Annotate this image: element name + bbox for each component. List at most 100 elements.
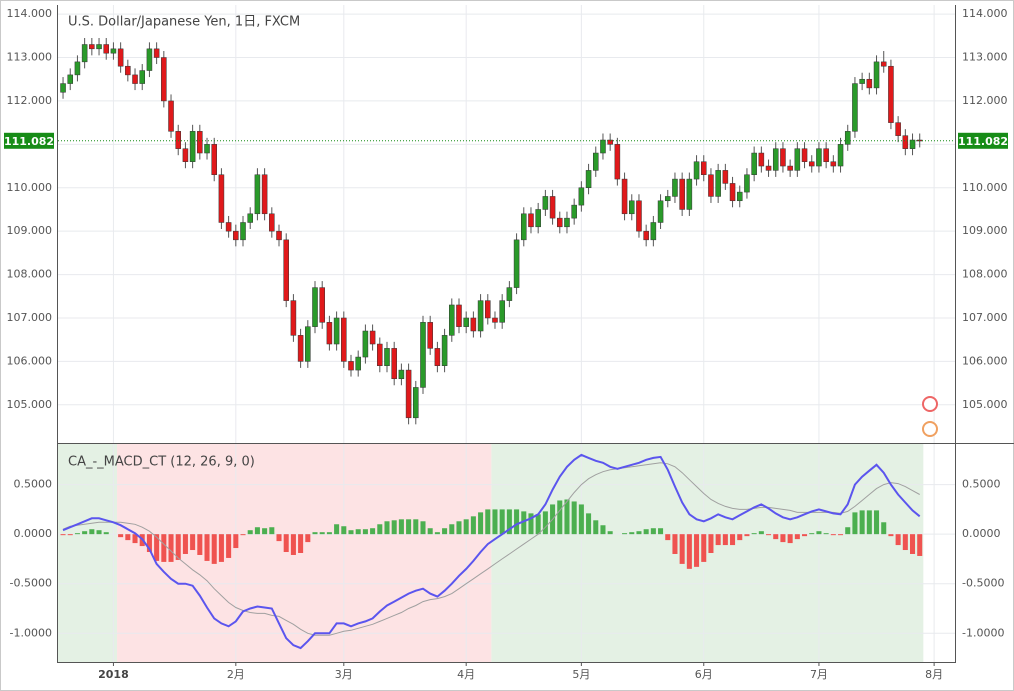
histogram-bar bbox=[96, 530, 102, 535]
histogram-bar bbox=[823, 533, 829, 535]
candle-body bbox=[895, 122, 901, 136]
histogram-bar bbox=[686, 534, 692, 569]
candle-body bbox=[528, 213, 534, 228]
candle-body bbox=[787, 165, 793, 171]
event-icons bbox=[922, 396, 938, 437]
candle-body bbox=[405, 369, 412, 419]
candle-body bbox=[902, 135, 909, 149]
candle-body bbox=[247, 213, 253, 223]
candle-body bbox=[189, 131, 196, 162]
candle-body bbox=[420, 322, 426, 388]
axes bbox=[57, 5, 1014, 663]
histogram-bar bbox=[715, 534, 721, 546]
y-tick-label: 112.000 bbox=[962, 94, 1008, 107]
histogram-bar bbox=[67, 534, 73, 536]
candle-body bbox=[161, 57, 167, 102]
histogram-bar bbox=[586, 513, 592, 535]
candle-body bbox=[341, 317, 347, 362]
candle-body bbox=[844, 131, 851, 145]
candle-body bbox=[276, 230, 282, 241]
histogram-bar bbox=[341, 526, 347, 535]
histogram-bar bbox=[413, 519, 419, 535]
histogram-bar bbox=[571, 501, 577, 535]
candle-body bbox=[880, 61, 887, 67]
candle-body bbox=[650, 222, 657, 241]
candle-body bbox=[197, 131, 203, 154]
candle-body bbox=[607, 139, 613, 145]
histogram-bar bbox=[845, 527, 851, 535]
histogram-bar bbox=[154, 534, 160, 561]
candle-body bbox=[549, 196, 556, 219]
histogram-bar bbox=[74, 533, 80, 535]
y-tick-label: -0.5000 bbox=[962, 577, 1004, 590]
candle-body bbox=[427, 322, 433, 349]
histogram-bar bbox=[535, 514, 541, 535]
histogram-bar bbox=[593, 520, 599, 535]
candle-body bbox=[74, 61, 81, 76]
histogram-bar bbox=[384, 521, 390, 535]
histogram-bar bbox=[262, 528, 268, 535]
histogram-bar bbox=[816, 531, 822, 535]
candle-body bbox=[355, 356, 361, 371]
candle-body bbox=[700, 161, 707, 175]
histogram-bar bbox=[233, 534, 239, 549]
candle-body bbox=[888, 65, 894, 123]
candle-body bbox=[751, 152, 757, 175]
y-tick-label: 114.000 bbox=[962, 7, 1008, 20]
candle-body bbox=[852, 83, 858, 132]
candle-body bbox=[326, 322, 333, 345]
y-tick-label: 114.000 bbox=[7, 7, 53, 20]
histogram-bar bbox=[694, 534, 700, 567]
histogram-bar bbox=[564, 499, 570, 535]
histogram-bar bbox=[701, 534, 707, 562]
candle-body bbox=[369, 330, 376, 345]
candle-body bbox=[470, 317, 477, 332]
histogram-bar bbox=[470, 516, 476, 535]
candle-body bbox=[513, 239, 520, 288]
x-tick-label: 2018 bbox=[98, 668, 129, 681]
histogram-bar bbox=[456, 521, 462, 535]
candle-body bbox=[557, 217, 563, 228]
candle-body bbox=[485, 300, 491, 319]
histogram-bar bbox=[780, 534, 786, 543]
candle-body bbox=[441, 335, 448, 366]
histogram-bar bbox=[622, 533, 628, 535]
histogram-bar bbox=[542, 511, 548, 535]
histogram-bar bbox=[643, 529, 649, 535]
candle-body bbox=[377, 343, 383, 366]
candle-body bbox=[413, 387, 419, 419]
histogram-bar bbox=[370, 528, 376, 535]
candle-body bbox=[463, 317, 469, 327]
candle-body bbox=[521, 213, 527, 241]
histogram-bar bbox=[247, 530, 253, 535]
backgrounds bbox=[58, 443, 924, 662]
histogram-bar bbox=[334, 524, 340, 535]
histogram-bar bbox=[182, 534, 188, 554]
histogram-bar bbox=[499, 509, 505, 535]
candle-body bbox=[456, 304, 462, 327]
histogram-bar bbox=[730, 534, 736, 546]
y-tick-label: 105.000 bbox=[7, 398, 53, 411]
x-tick-label: 5月 bbox=[572, 668, 590, 681]
candle-body bbox=[204, 144, 210, 154]
histogram-bar bbox=[838, 534, 844, 536]
candle-body bbox=[679, 178, 685, 210]
candle-body bbox=[600, 139, 606, 154]
x-tick-label: 4月 bbox=[457, 668, 475, 681]
candle-body bbox=[830, 161, 837, 167]
candle-body bbox=[182, 148, 189, 162]
histogram-bar bbox=[866, 510, 872, 535]
y-tick-label: 108.000 bbox=[7, 268, 53, 281]
candle-body bbox=[643, 230, 649, 241]
y-tick-label: 105.000 bbox=[962, 398, 1008, 411]
candle-body bbox=[578, 187, 585, 206]
histogram-bar bbox=[658, 528, 664, 535]
histogram-bar bbox=[168, 534, 174, 562]
histogram-bar bbox=[910, 534, 916, 554]
histogram-bar bbox=[211, 534, 217, 564]
histogram-bar bbox=[406, 519, 412, 535]
y-tick-label: 107.000 bbox=[7, 311, 53, 324]
candle-body bbox=[621, 178, 628, 215]
candle-body bbox=[89, 44, 95, 50]
